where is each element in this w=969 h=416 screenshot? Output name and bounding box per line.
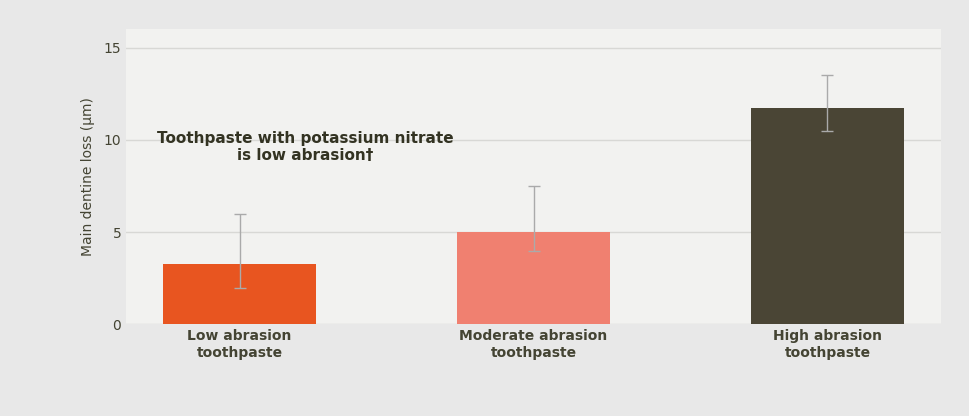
Y-axis label: Main dentine loss (μm): Main dentine loss (μm) [81,97,95,256]
Bar [750,109,903,324]
Text: Toothpaste with potassium nitrate
is low abrasion†: Toothpaste with potassium nitrate is low… [157,131,453,163]
Bar [163,264,316,324]
Bar [456,232,610,324]
